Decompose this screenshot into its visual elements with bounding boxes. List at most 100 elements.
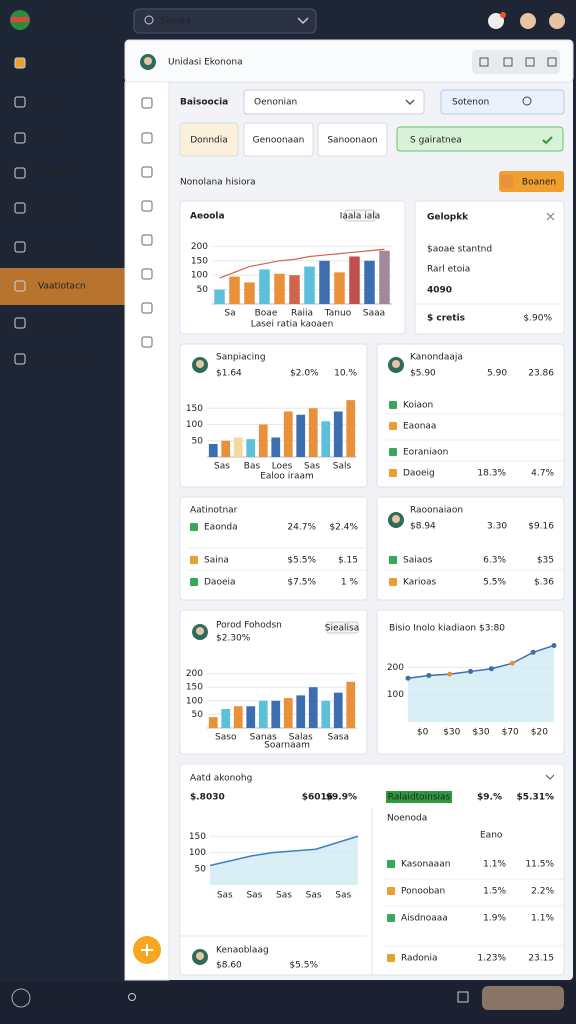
- tool-icon[interactable]: [141, 268, 153, 280]
- row-label: Aisdnoaaa: [401, 914, 448, 924]
- bar: [258, 700, 268, 728]
- card-title: Bisio Inolo kiadiaon $3:80: [389, 624, 505, 634]
- x-tick-label: Boae: [255, 309, 278, 319]
- y-tick-label: 200: [191, 242, 208, 252]
- y-tick-label: 50: [192, 710, 204, 720]
- point: [488, 666, 494, 672]
- bottom-square[interactable]: [457, 991, 469, 1003]
- dropdown[interactable]: [243, 89, 425, 115]
- card-title: Aatd akonohg: [190, 774, 252, 784]
- sidebar-item[interactable]: Vaatiotacn: [38, 282, 86, 292]
- sidebar-item[interactable]: Benonoocia: [38, 243, 91, 253]
- header-icon[interactable]: [520, 13, 536, 29]
- row-icon: [389, 422, 397, 430]
- section-title: Nonolana hisiora: [180, 178, 256, 188]
- close-icon[interactable]: [546, 212, 555, 221]
- bar: [233, 437, 243, 457]
- sidebar-item[interactable]: Onnsain: [38, 59, 75, 69]
- row-icon: [190, 578, 198, 586]
- window-header: [124, 39, 574, 83]
- section-button-label[interactable]: Boanen: [522, 178, 556, 188]
- tool-icon[interactable]: [141, 132, 153, 144]
- point: [468, 668, 474, 674]
- stat: $.8030: [190, 793, 225, 803]
- tool-icon[interactable]: [141, 97, 153, 109]
- bar: [229, 276, 240, 304]
- row-value: 2.2%: [531, 887, 554, 897]
- y-tick-label: 150: [189, 832, 206, 842]
- row-icon: [387, 954, 395, 962]
- bar: [221, 440, 231, 457]
- x-tick-label: $70: [502, 728, 519, 738]
- window-control[interactable]: [479, 57, 489, 67]
- sidebar-item[interactable]: Diage: [38, 134, 65, 144]
- badge: [386, 791, 452, 803]
- header-icon[interactable]: [549, 13, 565, 29]
- row-icon: [387, 914, 395, 922]
- y-tick-label: 100: [189, 848, 206, 858]
- sidebar-item[interactable]: Nenlargen: [38, 355, 85, 365]
- status-box: [396, 126, 564, 152]
- bottom-search[interactable]: Os Dienoonis: [145, 994, 205, 1004]
- y-tick-label: 50: [192, 436, 204, 446]
- row-value: $.36: [534, 578, 554, 588]
- bar: [333, 692, 343, 728]
- x-tick-label: $30: [472, 728, 489, 738]
- bar: [304, 266, 315, 304]
- tool-icon[interactable]: [141, 336, 153, 348]
- section-button[interactable]: [499, 171, 564, 192]
- mini-title: Kenaoblaag: [216, 946, 269, 956]
- row-value: 1.5%: [483, 887, 506, 897]
- tag-text: Iaala iala: [340, 212, 381, 222]
- row-value: $2.4%: [329, 523, 358, 533]
- sidebar-item[interactable]: Rades: [38, 169, 66, 179]
- row-label: Daoeia: [204, 578, 236, 588]
- x-tick-label: Saso: [215, 733, 237, 743]
- dropdown-arrow: [297, 17, 309, 25]
- dropdown-text: Oenonian: [254, 98, 297, 108]
- bottom-icon[interactable]: [11, 988, 31, 1008]
- row-icon: [389, 556, 397, 564]
- y-tick-label: 100: [387, 690, 404, 700]
- tool-icon[interactable]: [141, 234, 153, 246]
- stat: 10.%: [334, 369, 357, 379]
- tool-icon[interactable]: [141, 200, 153, 212]
- tool-icon[interactable]: [141, 166, 153, 178]
- window-control[interactable]: [525, 57, 535, 67]
- list-header: Eano: [480, 831, 503, 841]
- sidebar-item[interactable]: Banis: [38, 98, 63, 108]
- stat: $9.9%: [326, 793, 357, 803]
- expand-icon[interactable]: [545, 774, 555, 780]
- window-control[interactable]: [547, 57, 557, 67]
- tab-label[interactable]: Donndia: [190, 136, 228, 146]
- toolbar-search[interactable]: [440, 89, 565, 115]
- row-value: 1 %: [341, 578, 359, 588]
- mini-value: $5.5%: [289, 961, 318, 971]
- y-tick-label: 50: [195, 864, 207, 874]
- bar: [283, 411, 293, 457]
- tab[interactable]: [179, 122, 239, 157]
- tab-label[interactable]: Sanoonaon: [327, 136, 377, 146]
- tab[interactable]: [243, 122, 314, 157]
- stat: 3.30: [487, 522, 507, 532]
- tab[interactable]: [317, 122, 388, 157]
- search-icon: [144, 15, 154, 25]
- status-check: [542, 136, 553, 145]
- row-value: 11.5%: [525, 860, 554, 870]
- header-icon[interactable]: [488, 13, 504, 29]
- tool-icon[interactable]: [141, 302, 153, 314]
- window-control[interactable]: [503, 57, 513, 67]
- search-box[interactable]: [133, 8, 317, 34]
- sidebar-item[interactable]: Soanaen: [38, 319, 77, 329]
- card-line: Rarl etoia: [427, 265, 470, 275]
- x-tick-label: Sas: [306, 891, 322, 901]
- sidebar-item[interactable]: Gonnnas: [38, 204, 78, 214]
- stat: 23.86: [528, 369, 554, 379]
- row-icon: [190, 556, 198, 564]
- bottom-actions[interactable]: [482, 986, 564, 1010]
- row-icon: [389, 401, 397, 409]
- trend-line: [219, 248, 385, 279]
- tab-label[interactable]: Genoonaan: [253, 136, 305, 146]
- avatar-face: [196, 627, 204, 635]
